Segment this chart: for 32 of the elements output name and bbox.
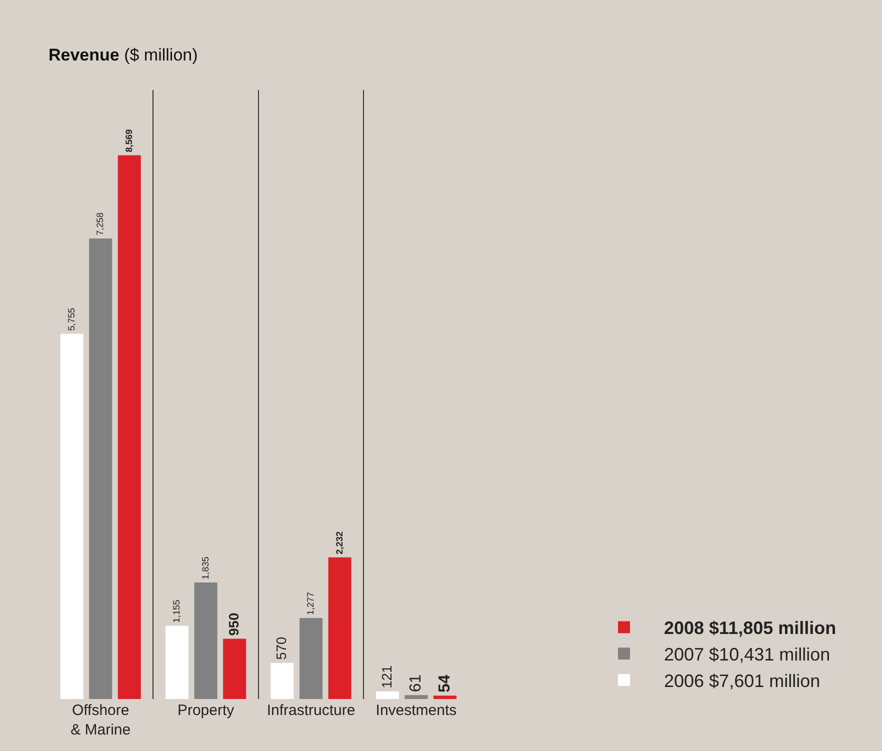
x-tick-label: Property	[177, 702, 235, 719]
bar	[300, 618, 323, 699]
legend-label: 2006 $7,601 million	[664, 671, 820, 692]
legend-label: 2008 $11,805 million	[664, 618, 836, 638]
data-label: 7,258	[95, 212, 106, 236]
bar	[194, 582, 218, 699]
x-tick-label: Investments	[376, 702, 457, 719]
data-label: 950	[226, 612, 242, 636]
data-label: 1,835	[200, 556, 210, 580]
data-label: 2,232	[334, 531, 344, 554]
x-tick-label: Infrastructure	[266, 702, 356, 719]
data-label: 121	[379, 665, 394, 688]
bar	[166, 626, 189, 699]
data-label: 570	[274, 636, 290, 660]
bar	[118, 155, 141, 699]
bar	[404, 695, 428, 699]
bar	[328, 557, 352, 699]
bar	[270, 662, 294, 699]
data-label: 8,569	[124, 129, 134, 152]
data-label: 61	[408, 674, 425, 692]
bar	[223, 638, 246, 699]
bar	[433, 696, 456, 699]
chart-title: Revenue ($ million)	[48, 46, 198, 65]
data-label: 54	[436, 674, 454, 693]
data-label: 5,755	[66, 308, 76, 331]
bar	[376, 691, 399, 699]
bar	[89, 238, 112, 699]
data-label: 1,155	[172, 600, 182, 623]
x-tick-label: Offshore & Marine	[70, 702, 131, 738]
legend-label: 2007 $10,431 million	[664, 644, 830, 665]
data-label: 1,277	[306, 592, 316, 615]
bar	[60, 334, 84, 699]
